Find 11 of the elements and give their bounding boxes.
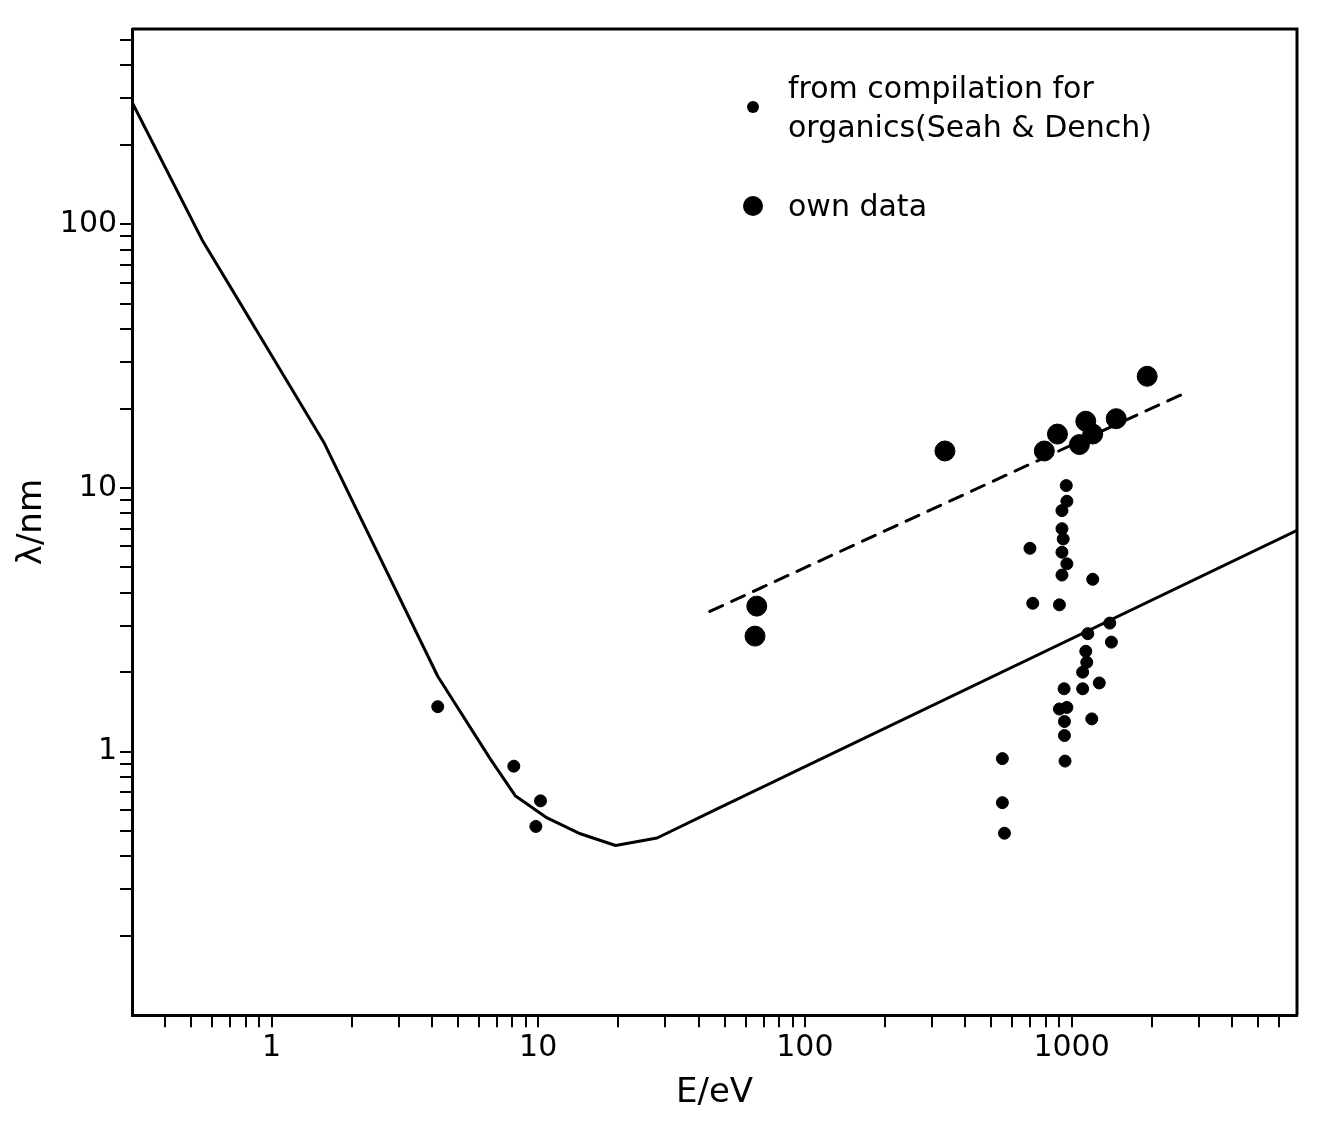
y-tick-label: 100 bbox=[59, 204, 118, 239]
y-tick-label: 10 bbox=[78, 467, 118, 503]
x-axis-title: E/eV bbox=[675, 1070, 754, 1111]
x-tick-label: 100 bbox=[776, 1028, 834, 1063]
x-tick-label: 10 bbox=[519, 1028, 558, 1063]
y-axis-title: λ/nm bbox=[9, 478, 50, 566]
y-tick-label: 1 bbox=[97, 731, 118, 767]
legend-label: from compilation for organics(Seah & Dench) bbox=[788, 69, 1153, 146]
legend-label: own data bbox=[788, 187, 928, 225]
x-tick-label: 1000 bbox=[1033, 1028, 1110, 1063]
x-tick-label: 1 bbox=[261, 1028, 282, 1063]
